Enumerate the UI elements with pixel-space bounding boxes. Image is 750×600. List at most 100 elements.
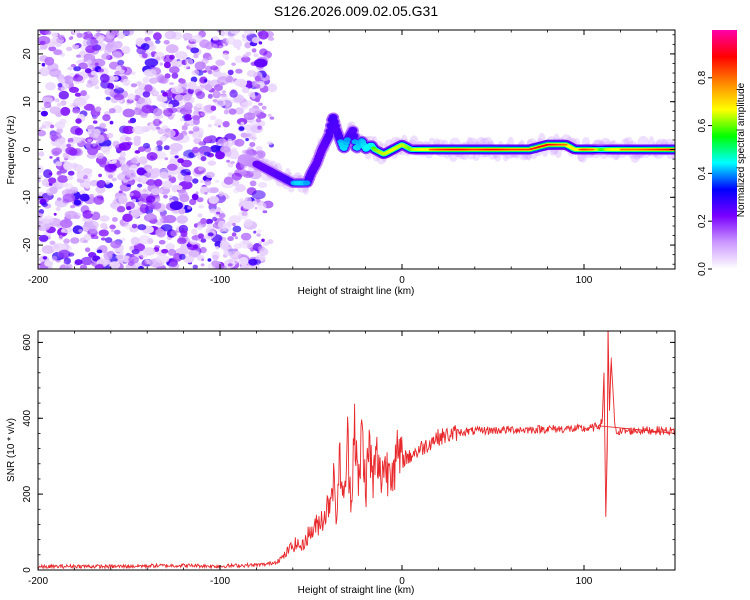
noise-speckle	[137, 224, 147, 231]
noise-speckle	[181, 159, 192, 168]
colorbar-ticks: 0.0 0.2 0.4 0.6 0.8	[697, 70, 712, 276]
noise-speckle	[136, 175, 149, 183]
noise-speckle	[49, 240, 56, 245]
x-tick-label: -200	[28, 275, 48, 286]
noise-speckle	[228, 108, 237, 115]
noise-speckle	[214, 84, 223, 92]
noise-speckle	[101, 223, 107, 229]
noise-speckle	[133, 139, 141, 147]
noise-speckle	[83, 103, 95, 111]
noise-speckle	[190, 47, 200, 54]
noise-speckle	[121, 237, 126, 242]
noise-speckle	[39, 127, 43, 131]
noise-speckle	[129, 190, 141, 200]
ridge-segment	[343, 137, 351, 143]
noise-speckle	[94, 235, 99, 240]
noise-speckle	[208, 195, 219, 204]
noise-speckle	[269, 116, 275, 120]
noise-speckle	[215, 179, 220, 183]
noise-speckle	[225, 105, 231, 111]
noise-speckle	[244, 42, 252, 49]
noise-speckle	[155, 254, 170, 264]
noise-speckle	[75, 138, 82, 144]
noise-speckle	[57, 83, 63, 88]
noise-speckle	[179, 117, 185, 122]
noise-speckle	[43, 249, 49, 253]
noise-speckle	[196, 197, 204, 203]
noise-speckle	[139, 197, 145, 202]
noise-speckle	[228, 215, 242, 224]
noise-speckle	[121, 45, 131, 55]
noise-speckle	[111, 51, 123, 60]
noise-speckle	[164, 73, 171, 79]
spectrogram-xlabel: Height of straight line (km)	[298, 286, 415, 297]
noise-speckle	[205, 65, 212, 73]
noise-speckle	[234, 138, 245, 147]
noise-speckle	[195, 103, 203, 108]
noise-speckle	[98, 173, 102, 178]
noise-speckle	[168, 103, 173, 108]
noise-speckle	[134, 150, 141, 154]
noise-speckle	[236, 118, 248, 125]
noise-speckle	[42, 256, 48, 260]
noise-speckle	[158, 168, 171, 178]
noise-speckle	[268, 36, 275, 41]
noise-speckle	[186, 120, 192, 125]
noise-speckle	[66, 143, 72, 148]
noise-speckle	[159, 135, 167, 142]
noise-speckle	[218, 45, 224, 49]
noise-speckle	[200, 238, 207, 243]
noise-speckle	[239, 81, 247, 88]
noise-speckle	[251, 133, 257, 137]
noise-speckle	[145, 195, 156, 203]
noise-speckle	[58, 34, 65, 41]
noise-speckle	[100, 145, 111, 153]
noise-speckle	[87, 59, 92, 65]
noise-speckle	[251, 190, 266, 200]
noise-speckle	[82, 210, 93, 219]
noise-speckle	[257, 125, 262, 130]
noise-speckle	[117, 59, 125, 66]
noise-speckle	[238, 257, 249, 266]
noise-speckle	[160, 224, 173, 232]
noise-speckle	[119, 160, 126, 165]
noise-speckle	[235, 68, 243, 74]
ridge-segment	[564, 143, 568, 146]
noise-speckle	[38, 174, 43, 180]
noise-speckle	[183, 175, 193, 183]
noise-speckle	[253, 110, 261, 116]
noise-speckle	[152, 108, 163, 117]
noise-speckle	[43, 169, 53, 179]
noise-speckle	[194, 131, 204, 139]
noise-speckle	[255, 117, 262, 123]
noise-speckle	[175, 185, 183, 191]
noise-speckle	[57, 170, 61, 175]
noise-speckle	[182, 94, 192, 101]
noise-speckle	[212, 99, 218, 103]
noise-speckle	[216, 211, 221, 215]
noise-speckle	[95, 30, 102, 33]
noise-speckle	[169, 142, 183, 152]
noise-speckle	[240, 121, 245, 126]
noise-speckle	[149, 201, 162, 210]
noise-speckle	[92, 58, 106, 67]
noise-speckle	[100, 237, 106, 241]
noise-speckle	[76, 170, 85, 178]
noise-speckle	[224, 133, 236, 142]
noise-speckle	[59, 219, 73, 228]
noise-speckle	[130, 209, 141, 219]
noise-speckle	[227, 263, 233, 267]
noise-speckle	[114, 71, 121, 76]
noise-speckle	[138, 156, 148, 165]
noise-speckle	[49, 68, 62, 78]
noise-speckle	[137, 265, 145, 269]
noise-speckle	[55, 206, 61, 212]
noise-speckle	[99, 122, 107, 129]
noise-speckle	[40, 110, 49, 117]
noise-speckle	[188, 130, 194, 135]
noise-speckle	[110, 240, 122, 249]
noise-speckle	[73, 199, 82, 206]
noise-speckle	[193, 110, 199, 116]
